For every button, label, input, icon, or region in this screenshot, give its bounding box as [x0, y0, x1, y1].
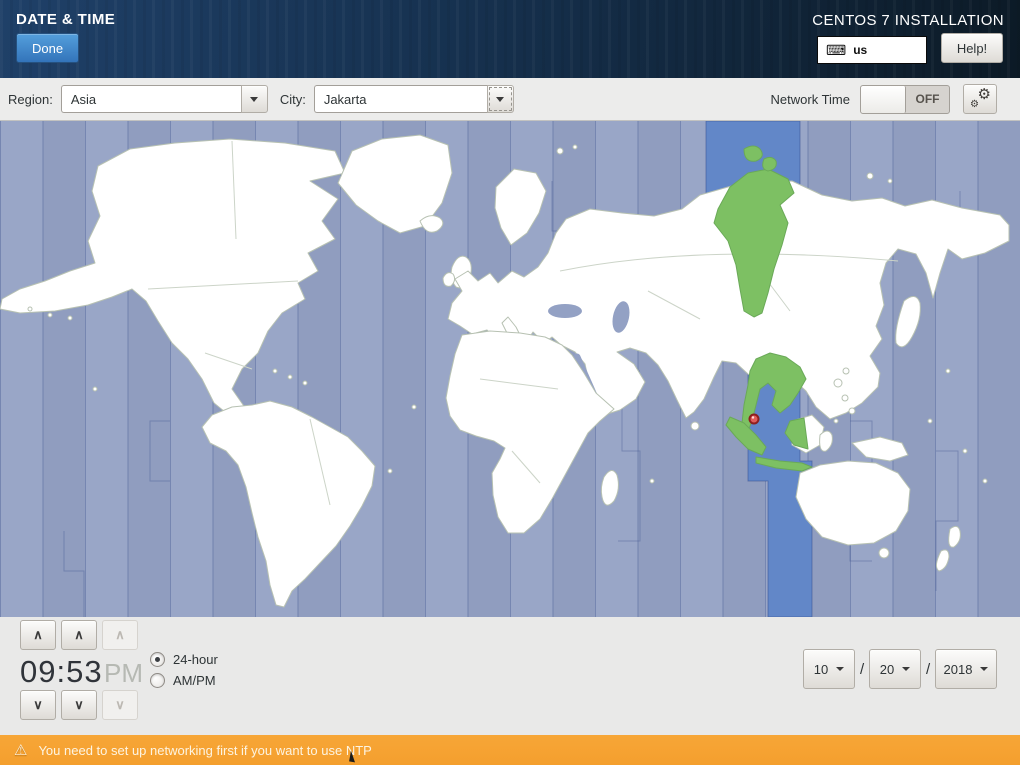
help-button[interactable]: Help!: [941, 33, 1003, 63]
day-value: 20: [879, 661, 895, 677]
date-separator: /: [926, 661, 931, 678]
radio-button-icon: [150, 673, 165, 688]
radio-24-hour-label: 24-hour: [173, 652, 218, 667]
chevron-down-icon: ∨: [74, 697, 84, 712]
year-value: 2018: [943, 661, 973, 677]
chevron-down-icon: ∨: [33, 697, 43, 712]
australia: [795, 460, 911, 546]
ampm-down-button: ∨: [102, 690, 138, 720]
warning-bar: ⚠ You need to set up networking first if…: [0, 735, 1020, 765]
chevron-down-icon: ∨: [115, 697, 125, 712]
chevron-down-icon: [902, 667, 911, 671]
indochina-region: [741, 352, 807, 432]
madagascar: [600, 470, 619, 506]
minute-value: 53: [66, 654, 103, 689]
radio-24-hour[interactable]: 24-hour: [150, 652, 218, 667]
help-button-label: Help!: [956, 40, 988, 56]
datetime-controls: ∧ ∧ ∧ 09:53 PM ∨ ∨ ∨ 24-hour AM/PM 10 / …: [0, 617, 1020, 735]
city-label: City:: [279, 91, 306, 107]
keyboard-icon: ⌨: [826, 42, 847, 58]
timezone-marker[interactable]: [748, 413, 760, 425]
new-guinea: [851, 436, 909, 462]
chevron-down-icon: [250, 96, 259, 102]
radio-button-icon: [150, 652, 165, 667]
chevron-down-icon: [496, 96, 505, 102]
scandinavia: [494, 168, 547, 246]
page-title: DATE & TIME: [16, 11, 116, 28]
minute-up-button[interactable]: ∧: [61, 620, 97, 650]
radio-am-pm[interactable]: AM/PM: [150, 673, 216, 688]
month-dropdown[interactable]: 10: [803, 649, 855, 689]
radio-am-pm-label: AM/PM: [173, 673, 216, 688]
hour-value: 09: [20, 654, 57, 689]
day-dropdown[interactable]: 20: [869, 649, 921, 689]
region-select-value[interactable]: Asia: [60, 85, 241, 113]
date-separator: /: [860, 661, 865, 678]
black-sea: [548, 304, 582, 318]
north-america: [0, 138, 346, 448]
done-button[interactable]: Done: [16, 33, 80, 63]
chevron-down-icon: [836, 667, 845, 671]
highlighted-timezone-regions: [713, 145, 813, 472]
africa: [445, 330, 615, 534]
ntp-settings-button[interactable]: ⚙ ⚙: [963, 84, 997, 114]
sumatra: [725, 416, 767, 456]
hour-up-button[interactable]: ∧: [20, 620, 56, 650]
keyboard-layout-indicator[interactable]: ⌨ us: [817, 36, 927, 64]
chevron-down-icon: [980, 667, 989, 671]
header-bar: DATE & TIME CENTOS 7 INSTALLATION Done ⌨…: [0, 0, 1020, 78]
network-time-toggle[interactable]: OFF: [860, 84, 950, 114]
greenland: [337, 134, 453, 234]
minute-down-button[interactable]: ∨: [61, 690, 97, 720]
chevron-up-icon: ∧: [33, 627, 43, 642]
city-select-value[interactable]: Jakarta: [313, 85, 487, 113]
caspian-sea: [612, 301, 630, 333]
month-value: 10: [813, 661, 829, 677]
gear-icon: ⚙: [977, 86, 991, 103]
japan: [895, 296, 921, 348]
timezone-map[interactable]: [0, 121, 1020, 617]
region-select-arrow-button[interactable]: [240, 85, 268, 113]
toggle-state-label: OFF: [915, 92, 940, 106]
warning-message: You need to set up networking first if y…: [38, 742, 372, 758]
toggle-handle[interactable]: [861, 85, 906, 113]
installer-title: CENTOS 7 INSTALLATION: [812, 12, 1004, 29]
south-america: [201, 400, 376, 608]
gear-icon: ⚙: [970, 99, 979, 110]
java: [755, 456, 813, 472]
network-time-label: Network Time: [770, 91, 850, 107]
warning-icon: ⚠: [14, 741, 28, 759]
region-label: Region:: [8, 91, 53, 107]
region-select[interactable]: Asia: [60, 85, 268, 113]
ampm-value: PM: [104, 658, 143, 688]
year-dropdown[interactable]: 2018: [935, 649, 997, 689]
keyboard-layout-label: us: [853, 43, 868, 57]
chevron-up-icon: ∧: [74, 627, 84, 642]
west-borneo: [784, 417, 809, 450]
world-map-svg: [0, 121, 1020, 617]
hour-down-button[interactable]: ∨: [20, 690, 56, 720]
done-button-label: Done: [32, 40, 64, 56]
city-select[interactable]: Jakarta: [313, 85, 514, 113]
timezone-toolbar: Region: Asia City: Jakarta Network Time …: [0, 78, 1020, 121]
ampm-up-button: ∧: [102, 620, 138, 650]
time-display: 09:53: [20, 654, 103, 690]
time-separator: :: [56, 654, 67, 689]
chevron-up-icon: ∧: [115, 627, 125, 642]
city-select-arrow-button[interactable]: [486, 85, 514, 113]
